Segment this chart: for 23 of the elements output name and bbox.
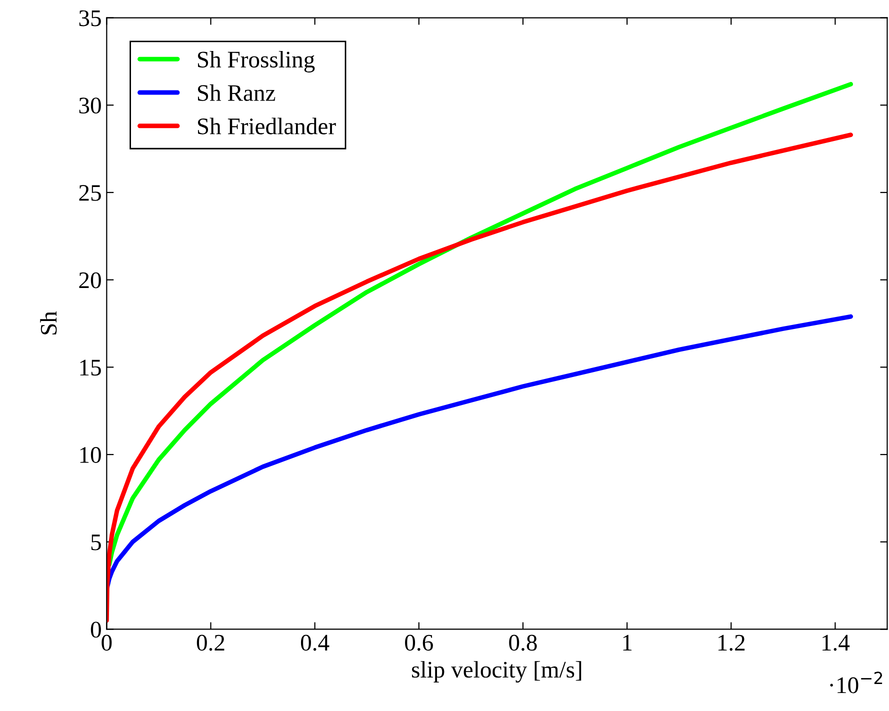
- y-tick-label: 5: [91, 534, 101, 550]
- legend-label: Sh Friedlander: [198, 118, 336, 134]
- legend-label: Sh Frossling: [198, 50, 315, 72]
- x-tick-label: 1: [623, 634, 632, 650]
- x-tick-label: 0.6: [405, 634, 433, 651]
- y-tick-label: 35: [79, 10, 101, 26]
- x-tick-label: 0: [102, 634, 112, 651]
- x-tick-label: 0.8: [509, 634, 537, 651]
- legend-label: Sh Ranz: [198, 84, 276, 102]
- y-tick-label: 30: [79, 98, 101, 114]
- x-axis-title: slip velocity [m/s]: [412, 661, 582, 683]
- y-tick-label: 25: [79, 185, 101, 201]
- y-tick-label: 10: [80, 447, 101, 463]
- x-tick-label: 0.2: [196, 634, 224, 651]
- y-tick-label: 15: [80, 360, 101, 376]
- x-tick-label: 1.2: [718, 634, 745, 651]
- text: ·10$^{−2}$: [830, 672, 882, 694]
- x-tick-label: 1.4: [822, 634, 850, 651]
- y-axis-title: Sh: [40, 311, 57, 334]
- y-tick-label: 20: [79, 272, 101, 288]
- line-series: [106, 132, 854, 623]
- x-tick-label: 0.4: [300, 634, 330, 651]
- y-tick-label: 0: [90, 622, 101, 638]
